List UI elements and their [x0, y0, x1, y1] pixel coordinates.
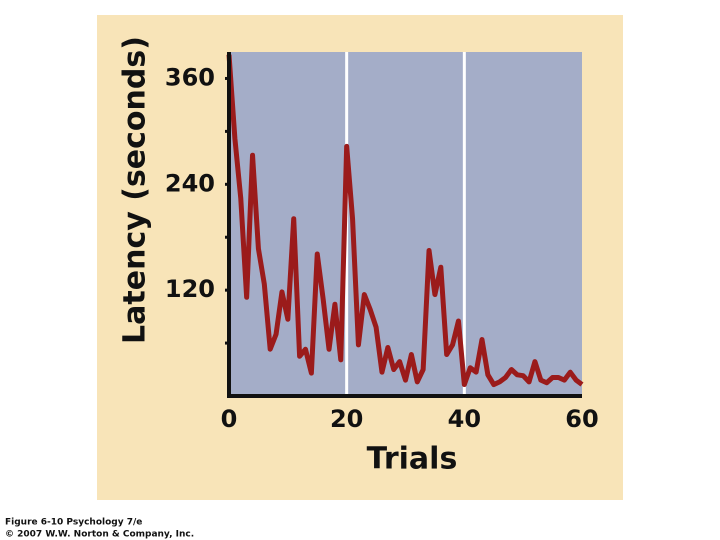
axes [227, 52, 582, 398]
x-axis-label: Trials [367, 442, 458, 477]
y-tick-label: 120 [165, 275, 215, 303]
footer-line: © 2007 W.W. Norton & Company, Inc. [5, 530, 194, 540]
y-axis-label: Latency (seconds) [118, 36, 153, 344]
x-tick-label: 0 [221, 405, 238, 433]
x-tick-label: 40 [448, 405, 481, 433]
plot-area [229, 52, 582, 396]
y-tick-label: 240 [165, 169, 215, 197]
x-tick-label: 60 [565, 405, 598, 433]
footer-line: Figure 6-10 Psychology 7/e [5, 518, 142, 528]
y-tick-label: 360 [165, 63, 215, 91]
data-line [226, 54, 584, 388]
x-tick-label: 20 [330, 405, 363, 433]
